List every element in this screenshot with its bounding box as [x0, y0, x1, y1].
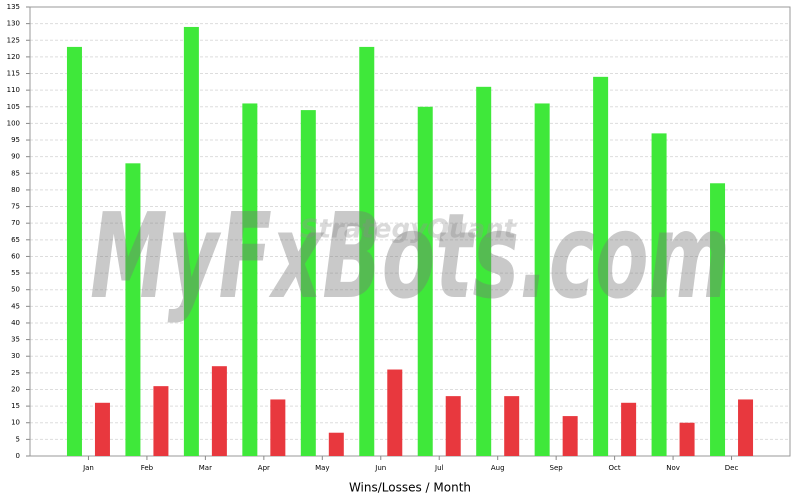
x-tick-label: Feb [141, 464, 154, 472]
y-tick-label: 20 [11, 385, 20, 393]
bar [476, 86, 492, 457]
y-tick-label: 25 [11, 369, 20, 377]
y-tick-label: 60 [11, 252, 20, 260]
bar [66, 46, 82, 457]
watermark-small: StrategyQuant [300, 215, 518, 245]
bar [359, 46, 375, 457]
x-axis-label: Wins/Losses / Month [349, 481, 471, 495]
bar [387, 369, 403, 456]
y-tick-label: 15 [11, 402, 20, 410]
bar [504, 396, 520, 456]
x-tick-label: Nov [666, 464, 680, 472]
y-tick-label: 35 [11, 336, 20, 344]
y-tick-label: 30 [11, 352, 20, 360]
y-tick-label: 125 [7, 36, 20, 44]
bar [651, 133, 667, 456]
y-tick-label: 55 [11, 269, 20, 277]
x-tick-label: Jul [434, 464, 444, 472]
bar [94, 402, 110, 456]
x-tick-label: Sep [550, 464, 564, 472]
bar [679, 422, 695, 456]
bar [328, 432, 344, 456]
y-tick-label: 95 [11, 136, 20, 144]
y-tick-label: 45 [11, 302, 20, 310]
y-tick-label: 40 [11, 319, 20, 327]
x-tick-label: Dec [725, 464, 739, 472]
plot-frame [29, 6, 791, 457]
y-tick-label: 75 [11, 203, 20, 211]
y-tick-label: 10 [11, 419, 20, 427]
y-tick-label: 115 [7, 70, 20, 78]
bar [621, 402, 637, 456]
y-tick-label: 65 [11, 236, 20, 244]
bar [593, 76, 609, 456]
bar [417, 106, 433, 457]
bar [300, 110, 316, 457]
bar [270, 399, 286, 456]
y-tick-label: 90 [11, 153, 20, 161]
x-tick-label: Jan [82, 464, 94, 472]
y-tick-label: 50 [11, 286, 20, 294]
bar [445, 396, 461, 456]
y-tick-label: 110 [7, 86, 20, 94]
bar [562, 416, 578, 456]
bar [534, 103, 550, 457]
y-tick-label: 0 [16, 452, 20, 460]
bar [153, 386, 169, 456]
y-tick-label: 5 [16, 435, 20, 443]
x-tick-label: Oct [609, 464, 621, 472]
x-tick-label: Mar [199, 464, 212, 472]
x-tick-label: Apr [258, 464, 270, 472]
y-tick-label: 80 [11, 186, 20, 194]
y-tick-label: 130 [7, 20, 20, 28]
bar [242, 103, 258, 457]
y-tick-label: 70 [11, 219, 20, 227]
bar [738, 399, 754, 456]
y-tick-label: 120 [7, 53, 20, 61]
y-tick-label: 100 [7, 119, 20, 127]
y-tick-label: 85 [11, 169, 20, 177]
x-tick-label: May [315, 464, 329, 472]
bar [183, 26, 199, 456]
watermark: MyFxBots.com [90, 187, 730, 325]
y-tick-label: 135 [7, 3, 20, 11]
y-tick-label: 105 [7, 103, 20, 111]
x-tick-label: Aug [491, 464, 505, 472]
bar [211, 366, 227, 456]
bar [710, 183, 726, 456]
bar [125, 163, 141, 456]
x-tick-label: Jun [374, 464, 386, 472]
